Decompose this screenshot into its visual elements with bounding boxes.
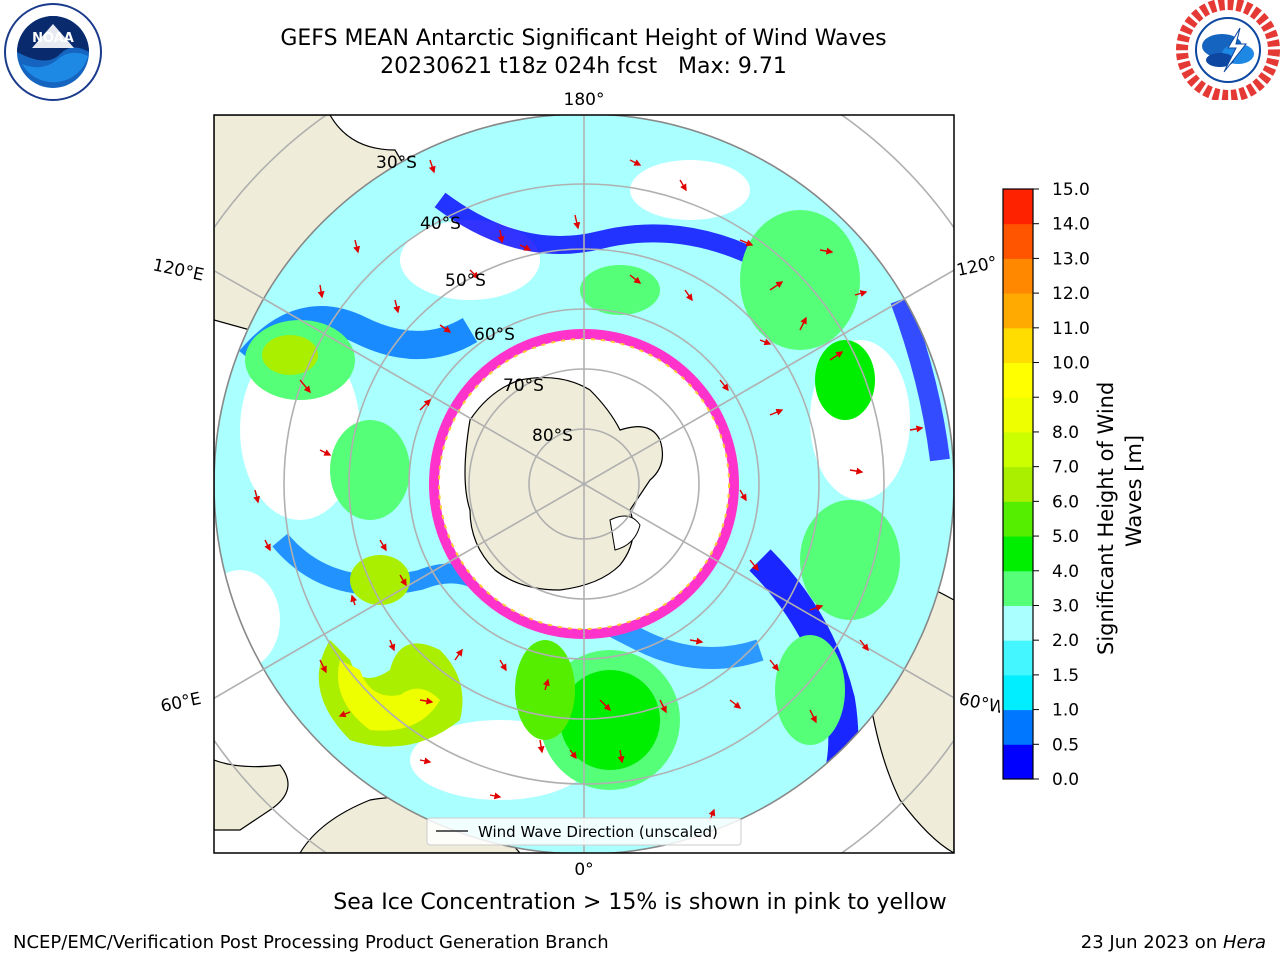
colorbar-swatch (1003, 327, 1033, 364)
lat-label-50s: 50°S (445, 271, 486, 291)
colorbar-tick-label: 2.0 (1052, 631, 1079, 651)
colorbar-tick-label: 1.5 (1052, 666, 1079, 686)
colorbar-swatch (1003, 362, 1033, 398)
colorbar-label-line1: Significant Height of Wind (1094, 382, 1118, 655)
lat-label-70s: 70°S (503, 376, 544, 396)
colorbar-ticks: 0.0 0.5 1.0 1.5 2.0 3.0 4.0 5.0 6.0 7.0 8.0 9.0 10.0… (1033, 180, 1090, 790)
colorbar-swatch (1003, 709, 1033, 745)
colorbar-swatch (1003, 536, 1033, 572)
colorbar-tick-label: 13.0 (1052, 249, 1090, 269)
noaa-logo: NOAA (4, 3, 102, 101)
colorbar-tick-label: 11.0 (1052, 319, 1090, 339)
map-legend: Wind Wave Direction (unscaled) (426, 817, 742, 846)
colorbar-tick-label: 3.0 (1052, 596, 1079, 616)
colorbar-tick-label: 15.0 (1052, 180, 1090, 200)
lat-label-40s: 40°S (420, 214, 461, 234)
colorbar-tick-label: 12.0 (1052, 284, 1090, 304)
colorbar-swatch (1003, 605, 1033, 641)
colorbar-tick-label: 10.0 (1052, 354, 1090, 374)
colorbar-swatch (1003, 258, 1033, 294)
lon-label-bottom: 0° (574, 860, 593, 880)
wave-direction-arrows (253, 159, 924, 821)
colorbar-tick-label: 9.0 (1052, 388, 1079, 408)
page-subtitle: 20230621 t18z 024h fcst Max: 9.71 (380, 54, 787, 79)
colorbar-swatches (1003, 189, 1033, 780)
lat-label-30s: 30°S (376, 153, 417, 173)
colorbar-swatch (1003, 674, 1033, 711)
colorbar-swatch (1003, 744, 1033, 780)
colorbar-swatch (1003, 223, 1033, 259)
legend-label: Wind Wave Direction (unscaled) (478, 823, 718, 841)
graticule (214, 115, 954, 853)
colorbar-swatch (1003, 431, 1033, 468)
lon-label-left-upper: 120°E (151, 255, 206, 285)
colorbar-swatch (1003, 189, 1033, 225)
footer-credit: NCEP/EMC/Verification Post Processing Pr… (13, 932, 609, 953)
colorbar-tick-label: 14.0 (1052, 215, 1090, 235)
colorbar-swatch (1003, 397, 1033, 433)
colorbar-tick-label: 7.0 (1052, 458, 1079, 478)
polar-map: 180° 0° 120°E 60°E 120° 60°W 30°S 40°S 5… (151, 90, 1000, 880)
colorbar-swatch (1003, 570, 1033, 606)
footer-date-text: 23 Jun 2023 on (1080, 932, 1223, 953)
lon-label-left-lower: 60°E (159, 689, 203, 717)
colorbar-tick-label: 8.0 (1052, 423, 1079, 443)
colorbar-tick-label: 6.0 (1052, 492, 1079, 512)
colorbar-tick-label: 1.0 (1052, 701, 1079, 721)
lat-label-80s: 80°S (532, 426, 573, 446)
colorbar-swatch (1003, 640, 1033, 676)
colorbar-tick-label: 0.0 (1052, 770, 1079, 790)
colorbar-swatch (1003, 466, 1033, 502)
colorbar-tick-label: 5.0 (1052, 527, 1079, 547)
lat-label-60s: 60°S (474, 325, 515, 345)
colorbar-swatch (1003, 501, 1033, 537)
footer-date: 23 Jun 2023 on Hera (1081, 932, 1266, 953)
colorbar-tick-label: 0.5 (1052, 735, 1079, 755)
colorbar: 0.0 0.5 1.0 1.5 2.0 3.0 4.0 5.0 6.0 7.0 8.0 9.0 10.0… (1002, 180, 1146, 790)
caption: Sea Ice Concentration > 15% is shown in … (333, 890, 947, 915)
colorbar-swatch (1003, 293, 1033, 329)
lon-label-top: 180° (564, 90, 605, 110)
colorbar-tick-label: 4.0 (1052, 562, 1079, 582)
nws-logo (1176, 0, 1280, 100)
colorbar-label-line2: Waves [m] (1122, 435, 1146, 547)
footer-host: Hera (1222, 932, 1266, 953)
noaa-logo-text: NOAA (32, 31, 74, 46)
page-title: GEFS MEAN Antarctic Significant Height o… (280, 26, 887, 51)
